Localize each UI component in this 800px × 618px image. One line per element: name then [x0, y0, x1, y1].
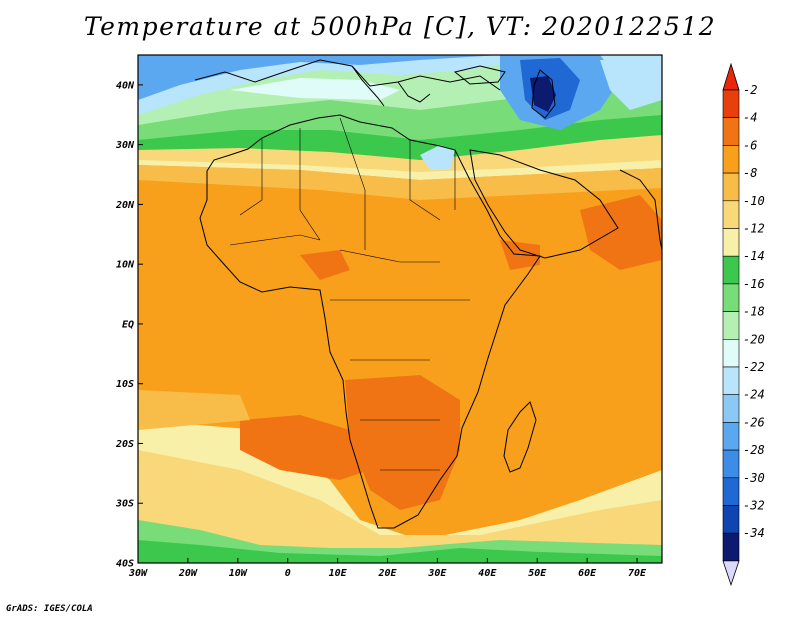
greece-coastline — [397, 81, 431, 103]
lon-tick-label: 30W — [128, 568, 148, 579]
lon-tick-label: 20E — [377, 568, 397, 579]
colorbar-label: -28 — [743, 443, 765, 457]
temperature-band-dark_green — [138, 540, 662, 563]
lon-tick-label: 20W — [178, 568, 198, 579]
colorbar-swatch — [722, 505, 740, 534]
black-sea-coastline — [453, 65, 506, 85]
arabia-coastline — [469, 149, 619, 259]
lon-tick-label: 30E — [427, 568, 447, 579]
latitude-axis: 40N 30N 20N 10N EQ 10S 20S 30S 40S — [115, 80, 143, 570]
temperature-band-dark_orange — [240, 415, 370, 480]
africa-coastline — [199, 114, 541, 529]
europe-coastline — [194, 59, 501, 91]
colorbar-label: -18 — [743, 305, 765, 319]
colorbar-swatch — [722, 117, 740, 146]
lat-tick-label: 10N — [116, 260, 135, 271]
colorbar-swatch — [722, 394, 740, 423]
colorbar-swatch — [722, 532, 740, 562]
map-title: Temperature at 500hPa [C], VT: 202012251… — [83, 12, 717, 41]
colorbar-label: -32 — [743, 499, 765, 513]
temperature-band-dark_orange — [345, 375, 460, 510]
colorbar-label: -24 — [743, 388, 765, 402]
longitude-axis: 30W 20W 10W 0 10E 20E 30E 40E 50E 60E 70E — [128, 558, 647, 579]
colorbar-swatch — [722, 145, 740, 174]
lat-tick-label: 40N — [116, 80, 135, 91]
madagascar-coastline — [503, 401, 537, 473]
lon-tick-label: 40E — [478, 568, 497, 579]
lon-tick-label: 10W — [229, 568, 248, 579]
colorbar-label: -6 — [743, 138, 757, 152]
colorbar-label: -30 — [743, 471, 765, 485]
colorbar-label: -8 — [743, 166, 757, 180]
plot-frame — [137, 54, 663, 564]
lon-tick-label: 50E — [528, 568, 547, 579]
temperature-band-light_orange — [138, 165, 662, 200]
colorbar-bottom-arrow — [722, 560, 740, 587]
temperature-band-pale — [230, 78, 400, 100]
lon-tick-label: 10E — [329, 568, 348, 579]
lon-tick-label: 0 — [285, 568, 291, 579]
colorbar-swatch — [722, 255, 740, 285]
lat-tick-label: 20N — [115, 200, 135, 211]
temperature-band-light_blue — [420, 145, 455, 170]
colorbar-label: -12 — [743, 222, 765, 236]
grads-credit: GrADS: IGES/COLA — [6, 604, 93, 614]
lat-tick-label: 20S — [115, 439, 134, 450]
temperature-band-dark_orange — [580, 195, 662, 270]
temperature-band-light_blue — [600, 58, 662, 110]
colorbar-swatch — [722, 477, 740, 506]
temperature-band-yellow — [138, 450, 662, 563]
lon-tick-label: 70E — [628, 568, 647, 579]
colorbar-swatch — [722, 200, 740, 229]
colorbar-swatch — [722, 228, 740, 257]
country-borders — [229, 117, 470, 471]
colorbar-swatch — [722, 311, 740, 340]
colorbar-label: -2 — [743, 83, 757, 97]
colorbar-label: -10 — [743, 194, 765, 208]
colorbar-swatch — [722, 89, 740, 119]
lat-tick-label: EQ — [122, 319, 134, 330]
temperature-band-dark_orange — [300, 250, 350, 280]
colorbar-label: -34 — [743, 526, 765, 540]
colorbar: -2 -4 -6 -8 -10 -12 -14 -16 -18 -20 -22 -24 -26 -28 -3… — [722, 62, 765, 587]
lat-tick-label: 10S — [116, 379, 134, 390]
india-coastline — [619, 169, 662, 251]
continent-outlines — [194, 59, 662, 529]
colorbar-swatch — [722, 172, 740, 202]
colorbar-swatch — [722, 366, 740, 396]
colorbar-swatch — [722, 422, 740, 451]
colorbar-label: -26 — [743, 415, 765, 429]
temperature-band-dark_orange — [500, 240, 540, 270]
lat-tick-label: 30S — [115, 499, 134, 510]
lon-tick-label: 60E — [578, 568, 597, 579]
colorbar-swatch — [722, 338, 740, 368]
temperature-band-light_blue — [138, 55, 662, 115]
colorbar-label: -22 — [743, 360, 765, 374]
colorbar-label: -14 — [743, 249, 765, 263]
italy-coastline — [351, 65, 385, 107]
temperature-band-light_orange — [138, 390, 250, 430]
lat-tick-label: 40S — [116, 559, 134, 570]
colorbar-top-arrow — [722, 62, 740, 91]
temperature-field — [138, 55, 662, 563]
colorbar-swatch — [722, 449, 740, 479]
colorbar-label: -4 — [743, 111, 757, 125]
temperature-band-cool_blue — [138, 55, 500, 100]
lat-tick-label: 30N — [115, 140, 135, 151]
caspian-coastline — [531, 69, 556, 119]
colorbar-label: -16 — [743, 277, 765, 291]
colorbar-label: -20 — [743, 332, 765, 346]
colorbar-swatch — [722, 283, 740, 312]
temperature-band-very_cold — [530, 76, 556, 112]
